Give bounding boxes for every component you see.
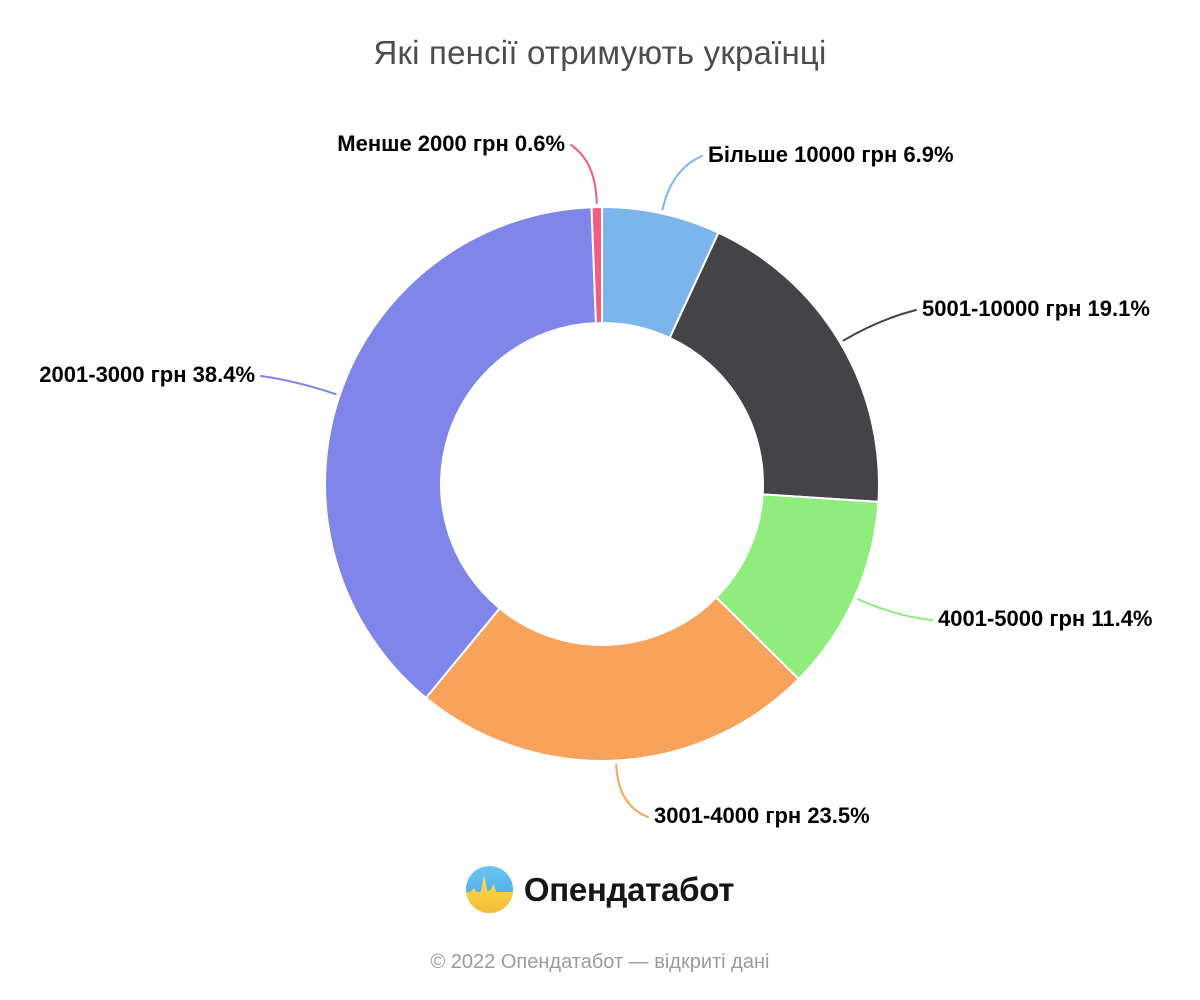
label-connector-0 xyxy=(661,155,703,211)
opendatabot-logo-text: Опендатабот xyxy=(523,870,735,908)
slice-label-4: 2001-3000 грн 38.4% xyxy=(39,362,255,387)
chart-title: Які пенсії отримують українці xyxy=(373,34,827,71)
pie-slice-5[interactable] xyxy=(590,205,603,325)
slice-label-3: 3001-4000 грн 23.5% xyxy=(654,803,870,828)
opendatabot-logo: Опендатабот xyxy=(0,866,1200,913)
slice-label-0: Більше 10000 грн 6.9% xyxy=(708,142,954,167)
pie-slice-3[interactable] xyxy=(424,596,800,762)
label-connector-4 xyxy=(260,375,337,396)
slice-label-5: Менше 2000 грн 0.6% xyxy=(337,131,565,156)
label-connector-5 xyxy=(570,144,598,205)
pie-slice-1[interactable] xyxy=(668,231,880,503)
label-connector-1 xyxy=(842,309,917,342)
slice-label-1: 5001-10000 грн 19.1% xyxy=(922,296,1150,321)
pie-slice-4[interactable] xyxy=(324,206,597,699)
label-connector-2 xyxy=(857,598,933,621)
opendatabot-pulse-icon xyxy=(465,866,513,913)
slice-label-2: 4001-5000 грн 11.4% xyxy=(938,606,1153,631)
copyright-credit: © 2022 Опендатабот — відкриті дані xyxy=(430,951,770,973)
label-connector-3 xyxy=(615,763,649,818)
